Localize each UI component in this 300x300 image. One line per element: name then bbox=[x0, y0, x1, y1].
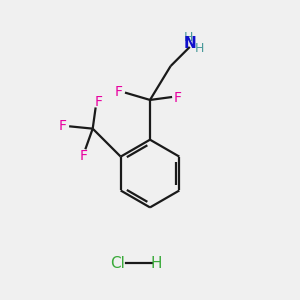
Text: H: H bbox=[150, 256, 162, 271]
Text: F: F bbox=[94, 94, 103, 109]
Text: H: H bbox=[184, 31, 193, 44]
Text: F: F bbox=[174, 91, 182, 105]
Text: Cl: Cl bbox=[110, 256, 125, 271]
Text: F: F bbox=[59, 119, 67, 133]
Text: F: F bbox=[115, 85, 122, 99]
Text: N: N bbox=[184, 37, 197, 52]
Text: H: H bbox=[194, 42, 204, 55]
Text: F: F bbox=[80, 149, 88, 163]
